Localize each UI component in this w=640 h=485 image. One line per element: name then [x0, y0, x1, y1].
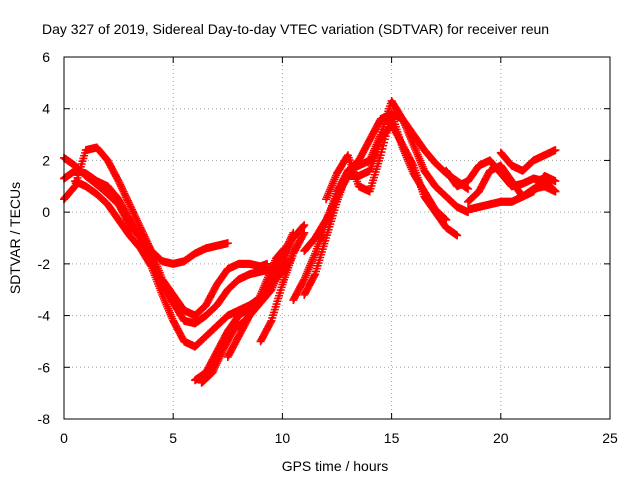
data-point	[70, 183, 79, 192]
data-point	[453, 231, 462, 240]
data-point	[122, 193, 131, 202]
data-point	[211, 363, 220, 372]
data-point	[214, 355, 223, 364]
x-tick-label: 25	[602, 430, 618, 446]
y-tick-label: -2	[38, 256, 51, 272]
data-point	[129, 209, 138, 218]
data-point	[146, 261, 155, 270]
data-point	[326, 206, 335, 215]
data-point	[132, 214, 141, 223]
data-point	[322, 214, 331, 223]
labels-layer: 0 5 10 15 20 25 -8 -6 -4 -2 0 2 4 6	[38, 49, 618, 446]
series-track-7	[223, 221, 309, 361]
data-point	[123, 196, 132, 205]
data-point	[133, 216, 142, 225]
data-point	[121, 191, 130, 200]
data-point	[328, 201, 337, 210]
data-point	[299, 276, 308, 285]
series-track-16	[496, 146, 560, 175]
data-point	[217, 348, 226, 357]
data-point	[331, 196, 340, 205]
data-layer	[60, 96, 560, 387]
y-tick-label: 4	[42, 101, 50, 117]
data-point	[117, 182, 126, 191]
data-point	[123, 195, 131, 204]
chart-title: Day 327 of 2019, Sidereal Day-to-day VTE…	[42, 21, 549, 37]
series-track-12	[322, 109, 451, 224]
data-point	[323, 212, 332, 221]
y-tick-label: -8	[38, 411, 51, 427]
y-tick-label: 2	[42, 152, 50, 168]
data-point	[299, 230, 308, 239]
data-point	[130, 211, 139, 220]
data-point	[327, 205, 336, 214]
data-point	[324, 210, 333, 219]
data-point	[325, 208, 334, 217]
data-point	[216, 352, 225, 361]
data-point	[223, 239, 232, 248]
data-point	[329, 199, 338, 208]
x-tick-label: 20	[493, 430, 509, 446]
data-point	[120, 189, 129, 198]
data-point	[266, 318, 275, 327]
data-point	[118, 186, 127, 195]
data-point	[208, 368, 217, 377]
data-point	[299, 222, 308, 231]
data-point	[551, 187, 560, 196]
data-point	[125, 200, 134, 209]
y-tick-label: -6	[38, 359, 51, 375]
y-tick-label: 6	[42, 49, 50, 65]
data-point	[133, 218, 142, 227]
x-tick-label: 0	[60, 430, 68, 446]
x-tick-label: 5	[169, 430, 177, 446]
series-track-8	[256, 228, 309, 346]
data-point	[300, 228, 309, 237]
data-point	[215, 354, 224, 363]
x-tick-label: 10	[275, 430, 291, 446]
data-point	[322, 215, 331, 224]
data-point	[135, 221, 144, 230]
data-point	[327, 203, 336, 212]
y-axis-title: SDTVAR / TECUs	[7, 182, 23, 294]
data-point	[115, 178, 124, 187]
data-point	[128, 207, 137, 216]
data-point	[124, 198, 133, 207]
data-point	[126, 202, 135, 211]
series-track-15	[464, 182, 560, 214]
data-point	[442, 215, 451, 224]
data-point	[116, 180, 125, 189]
y-tick-label: 0	[42, 204, 50, 220]
data-point	[300, 221, 309, 230]
data-point	[212, 359, 221, 368]
data-point	[551, 146, 560, 155]
data-point	[134, 220, 143, 229]
x-tick-label: 15	[384, 430, 400, 446]
data-point	[209, 366, 218, 375]
data-point	[117, 184, 126, 193]
plot-frame	[63, 56, 611, 420]
series-track-6	[197, 244, 289, 387]
data-point	[114, 177, 123, 186]
data-point	[119, 187, 128, 196]
data-point	[211, 361, 220, 370]
data-point	[127, 203, 136, 212]
y-tick-label: -4	[38, 308, 51, 324]
x-axis-title: GPS time / hours	[282, 458, 389, 474]
data-point	[210, 364, 219, 373]
data-point	[213, 357, 222, 366]
data-point	[310, 271, 319, 280]
data-point	[131, 212, 140, 221]
data-point	[128, 205, 137, 214]
data-point	[216, 350, 225, 359]
series-track-4	[70, 177, 296, 351]
data-point	[551, 177, 560, 186]
data-point	[464, 184, 473, 193]
data-point	[330, 197, 339, 206]
